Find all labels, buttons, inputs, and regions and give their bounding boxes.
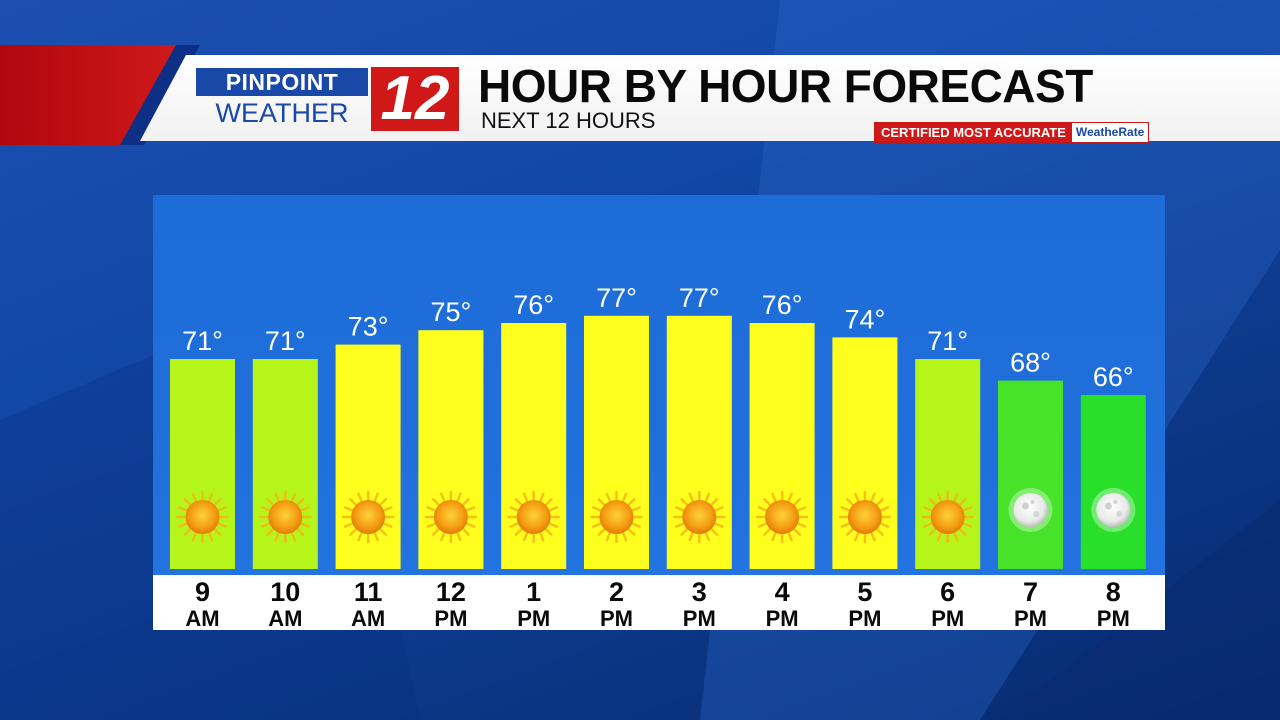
chart-panel [153,195,1165,575]
hour-period-label: PM [600,606,633,631]
moon-icon [1091,488,1136,532]
hour-number-label: 3 [692,577,707,607]
sun-icon [673,490,726,544]
sun-icon [838,490,892,544]
sun-icon [590,490,643,544]
hour-number-label: 5 [857,577,872,607]
hour-period-label: PM [517,606,550,631]
logo-channel-number: 12 [371,67,459,131]
temperature-label: 71° [927,326,968,356]
page-title: HOUR BY HOUR FORECAST [478,60,1093,112]
hour-number-label: 4 [775,577,790,607]
temperature-label: 68° [1010,348,1051,378]
sun-icon [507,490,560,544]
logo-pinpoint: PINPOINT [196,68,368,96]
hour-period-label: PM [1097,606,1130,631]
hour-number-label: 9 [195,577,210,607]
temperature-label: 66° [1093,362,1134,392]
weatherate-logo: WeatheRate [1071,123,1149,142]
hour-number-label: 2 [609,577,624,607]
bar-8-pm [1080,395,1146,569]
temperature-label: 77° [679,283,720,313]
hour-period-label: PM [848,606,881,631]
hour-period-label: AM [185,606,219,631]
hour-period-label: PM [931,606,964,631]
hour-period-label: PM [766,606,799,631]
hour-labels-bar [153,575,1165,630]
bar-7-pm [998,380,1063,569]
temperature-label: 77° [596,283,637,313]
hour-number-label: 8 [1106,577,1121,607]
hour-number-label: 6 [940,577,955,607]
hour-number-label: 1 [526,577,541,607]
sun-icon [259,490,312,544]
logo-weather: WEATHER [215,98,349,128]
sun-icon [921,490,974,544]
certified-text: CERTIFIED MOST ACCURATE [875,123,1072,142]
temperature-label: 74° [844,304,885,334]
temperature-label: 76° [762,290,803,320]
temperature-label: 71° [182,326,223,356]
hour-period-label: PM [1014,606,1047,631]
temperature-label: 76° [513,290,554,320]
sun-icon [341,490,395,544]
hour-period-label: PM [683,606,716,631]
page-subtitle: NEXT 12 HOURS [481,108,656,133]
temperature-label: 71° [265,326,306,356]
sun-icon [755,490,809,544]
sun-icon [424,490,478,544]
temperature-label: 73° [348,312,389,342]
sun-icon [176,490,229,544]
hour-period-label: AM [351,606,385,631]
certified-badge: CERTIFIED MOST ACCURATE WeatheRate [874,122,1150,143]
hour-period-label: PM [434,606,467,631]
hour-number-label: 10 [270,577,300,607]
hour-number-label: 7 [1023,577,1038,607]
moon-icon [1008,488,1053,532]
temperature-label: 75° [430,297,471,327]
hour-number-label: 12 [436,577,466,607]
hour-number-label: 11 [354,577,383,607]
hour-period-label: AM [268,606,302,631]
